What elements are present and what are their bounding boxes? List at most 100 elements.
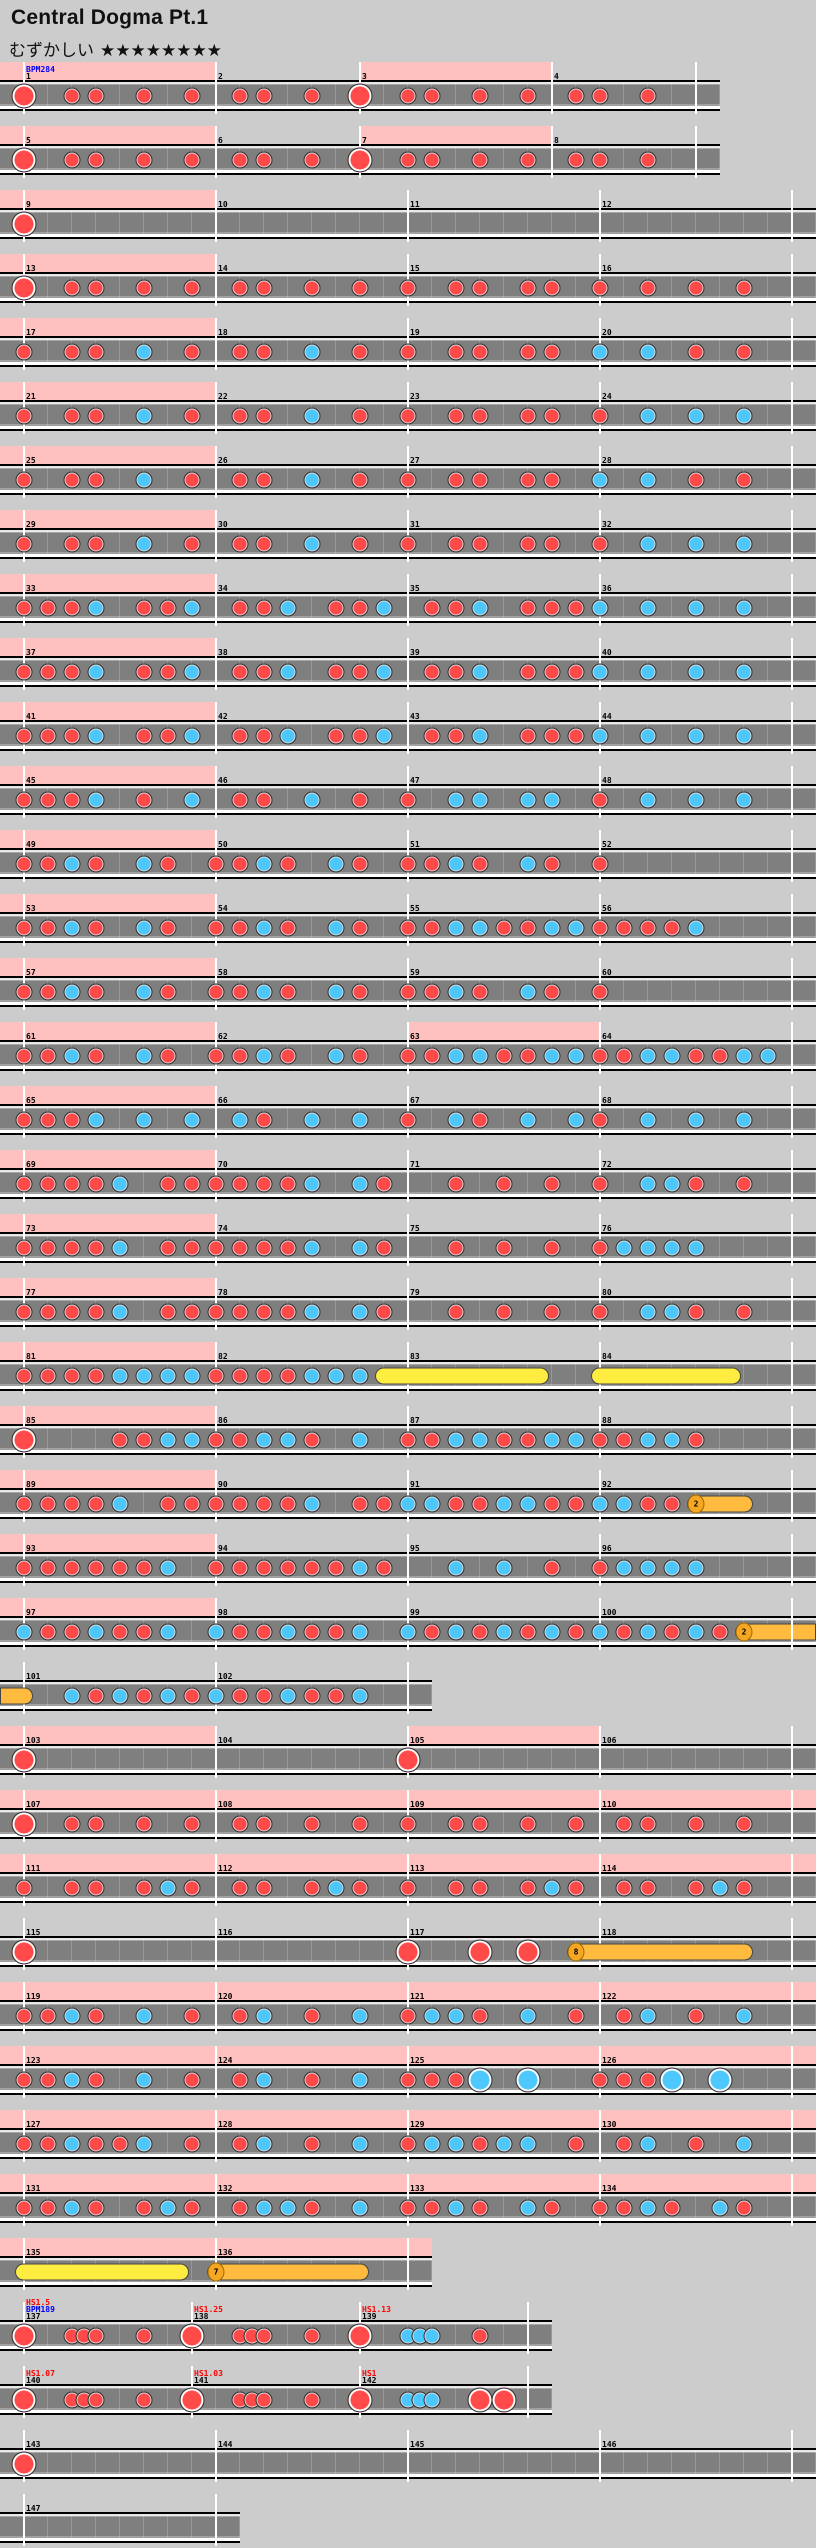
ka-note xyxy=(663,1559,681,1577)
don-note xyxy=(231,919,249,937)
measure-number: 35 xyxy=(410,584,420,593)
big-don-note xyxy=(347,2323,373,2349)
don-note xyxy=(615,1815,633,1833)
measure-barline xyxy=(215,2174,217,2226)
ka-note xyxy=(351,1367,369,1385)
scroll-speed-label: HS1 xyxy=(362,2369,377,2378)
measure-number: 45 xyxy=(26,776,36,785)
ka-note xyxy=(135,1367,153,1385)
measure-number: 75 xyxy=(410,1224,420,1233)
big-don-note xyxy=(11,1939,37,1965)
don-note xyxy=(255,2391,273,2409)
ka-note xyxy=(63,919,81,937)
difficulty-label: むずかしい xyxy=(9,41,94,61)
don-note xyxy=(735,1815,753,1833)
don-note xyxy=(231,343,249,361)
measure-number: 141 xyxy=(194,2376,209,2385)
don-note xyxy=(255,1815,273,1833)
measure-number: 79 xyxy=(410,1288,420,1297)
ka-note xyxy=(519,855,537,873)
ka-note xyxy=(735,727,753,745)
don-note xyxy=(399,791,417,809)
ka-note xyxy=(639,1239,657,1257)
ka-note xyxy=(183,663,201,681)
ka-note xyxy=(87,1623,105,1641)
don-note xyxy=(615,2007,633,2025)
big-don-note xyxy=(11,83,37,109)
ka-note xyxy=(591,1623,609,1641)
ka-note xyxy=(639,1111,657,1129)
don-note xyxy=(351,279,369,297)
measure-number: 111 xyxy=(26,1864,41,1873)
measure-number: 83 xyxy=(410,1352,420,1361)
ka-note xyxy=(87,727,105,745)
gogo-section xyxy=(0,2046,216,2064)
chart-row: 115 116 117 118 8 xyxy=(0,1918,816,1972)
don-note xyxy=(687,2007,705,2025)
don-note xyxy=(231,2007,249,2025)
don-note xyxy=(255,1879,273,1897)
measure-barline xyxy=(407,638,409,690)
don-note xyxy=(279,1303,297,1321)
don-note xyxy=(663,919,681,937)
chart-row: 33 34 35 36 xyxy=(0,574,816,628)
don-note xyxy=(399,535,417,553)
ka-note xyxy=(687,599,705,617)
don-note xyxy=(255,407,273,425)
don-note xyxy=(639,2071,657,2089)
don-note xyxy=(63,1559,81,1577)
don-note xyxy=(207,919,225,937)
don-note xyxy=(15,471,33,489)
don-note xyxy=(471,983,489,1001)
measure-number: 112 xyxy=(218,1864,233,1873)
measure-barline xyxy=(791,1790,793,1842)
don-note xyxy=(207,1239,225,1257)
don-note xyxy=(87,1815,105,1833)
don-note xyxy=(615,1431,633,1449)
don-note xyxy=(519,87,537,105)
measure-barline xyxy=(791,510,793,562)
measure-number: 5 xyxy=(26,136,31,145)
ka-note xyxy=(87,791,105,809)
measure-number: 53 xyxy=(26,904,36,913)
measure-number: 100 xyxy=(602,1608,617,1617)
ka-note xyxy=(351,1303,369,1321)
don-note xyxy=(399,471,417,489)
ka-note xyxy=(639,343,657,361)
don-note xyxy=(15,727,33,745)
chart-row: 137 BPM189 HS1.5 138 HS1.25 139 HS1.13 xyxy=(0,2299,552,2356)
measure-number: 74 xyxy=(218,1224,228,1233)
don-note xyxy=(15,343,33,361)
ka-note xyxy=(303,1111,321,1129)
don-note xyxy=(327,1687,345,1705)
ka-note xyxy=(543,1047,561,1065)
don-note xyxy=(39,2007,57,2025)
don-note xyxy=(159,1175,177,1193)
measure-number: 44 xyxy=(602,712,612,721)
don-note xyxy=(63,1879,81,1897)
don-note xyxy=(111,1623,129,1641)
don-note xyxy=(207,1431,225,1449)
ka-note xyxy=(687,535,705,553)
measure-barline xyxy=(791,1150,793,1202)
ka-note xyxy=(255,1047,273,1065)
measure-number: 98 xyxy=(218,1608,228,1617)
gogo-section xyxy=(600,2174,816,2192)
don-note xyxy=(399,1431,417,1449)
don-note xyxy=(519,471,537,489)
gogo-section xyxy=(216,1854,408,1872)
don-note xyxy=(735,1879,753,1897)
ka-note xyxy=(759,1047,777,1065)
don-note xyxy=(663,2199,681,2217)
ka-note xyxy=(639,535,657,553)
don-note xyxy=(39,1111,57,1129)
don-note xyxy=(471,87,489,105)
ka-note xyxy=(567,1431,585,1449)
ka-note xyxy=(231,1111,249,1129)
don-note xyxy=(471,855,489,873)
don-note xyxy=(471,1815,489,1833)
don-note xyxy=(735,279,753,297)
gogo-section xyxy=(216,2238,432,2256)
chart-row: 147 xyxy=(0,2494,240,2548)
don-note xyxy=(327,727,345,745)
